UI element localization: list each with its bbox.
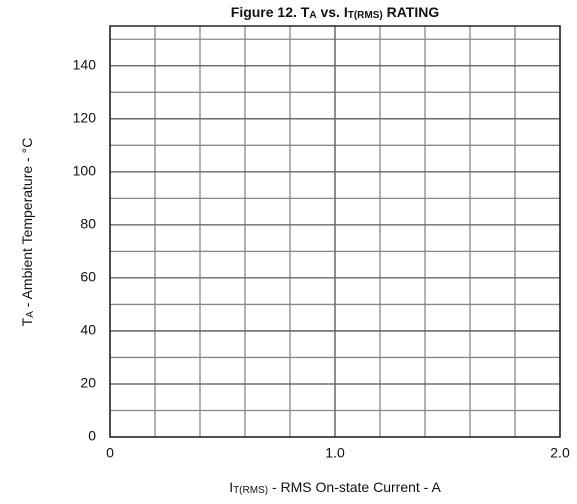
text-part: T(RMS) <box>233 485 268 496</box>
text-part: vs. I <box>317 4 348 20</box>
text-part: - Ambient Temperature - °C <box>19 138 35 311</box>
y-tick-label: 100 <box>73 163 97 179</box>
text-part: A <box>25 311 36 318</box>
y-axis-label: TA - Ambient Temperature - °C <box>19 138 36 327</box>
text-part: Figure 12. T <box>231 4 310 20</box>
y-tick-label: 20 <box>80 375 96 391</box>
x-axis-label: IT(RMS) - RMS On-state Current - A <box>229 479 441 496</box>
text-part: T(RMS) <box>348 10 383 21</box>
text-part: A <box>309 10 316 21</box>
y-tick-label: 60 <box>80 269 96 285</box>
text-part: T <box>19 317 35 326</box>
text-part: I <box>229 479 233 495</box>
x-tick-label: 2.0 <box>550 445 570 461</box>
plot-frame <box>109 25 561 438</box>
text-part: RATING <box>383 4 440 20</box>
y-tick-label: 120 <box>73 110 97 126</box>
x-tick-label: 1.0 <box>325 445 345 461</box>
y-tick-label: 80 <box>80 216 96 232</box>
text-part: - RMS On-state Current - A <box>268 479 441 495</box>
y-tick-label: 140 <box>73 56 97 72</box>
y-tick-label: 40 <box>80 322 96 338</box>
x-tick-label: 0 <box>106 445 114 461</box>
chart-title: Figure 12. TA vs. IT(RMS) RATING <box>231 4 440 21</box>
y-tick-label: 0 <box>88 428 96 444</box>
